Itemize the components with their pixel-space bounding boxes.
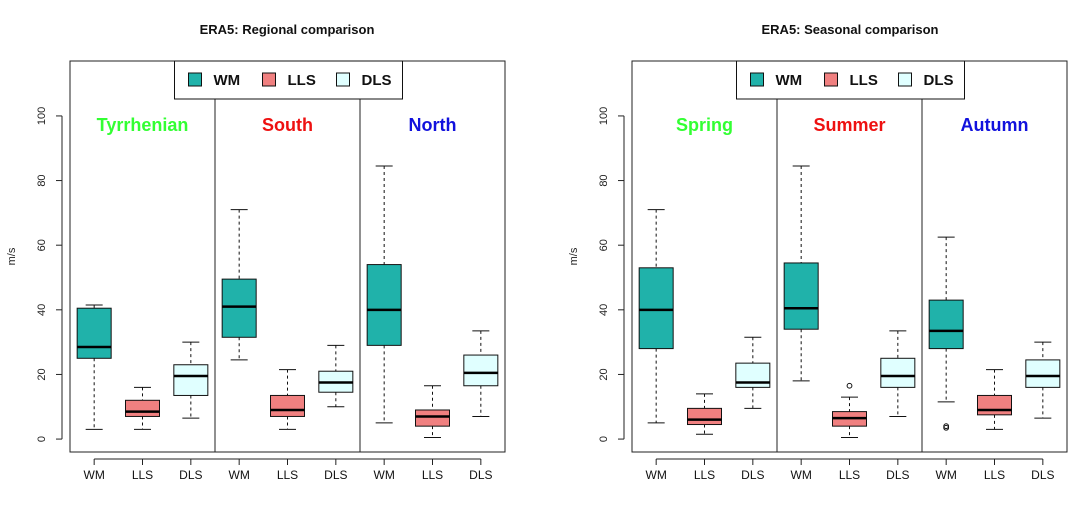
x-category-label: LLS — [132, 468, 153, 482]
outlier-point — [943, 423, 950, 430]
box-iqr — [977, 394, 1012, 416]
group-label: Autumn — [961, 115, 1029, 135]
box-lls — [832, 382, 867, 438]
x-category-label: LLS — [422, 468, 443, 482]
box-iqr — [76, 307, 112, 359]
legend-label: LLS — [850, 72, 878, 89]
box-lls — [270, 369, 305, 430]
box-iqr — [880, 357, 916, 388]
box-wm — [638, 209, 674, 424]
box-wm — [221, 209, 257, 361]
legend-swatch — [188, 72, 202, 87]
legend-swatch — [898, 72, 912, 87]
box-iqr — [928, 299, 964, 350]
box-iqr — [366, 264, 402, 346]
legend: WM LLS DLS — [174, 60, 403, 100]
y-axis-label: m/s — [6, 247, 18, 265]
legend-label: LLS — [288, 72, 316, 89]
box-iqr — [270, 394, 305, 417]
x-category-label: WM — [374, 468, 395, 482]
y-tick-label: 20 — [36, 368, 48, 380]
box-dls — [1025, 341, 1061, 419]
box-iqr — [687, 407, 722, 426]
legend-swatch — [824, 72, 838, 87]
group-label: Spring — [676, 115, 733, 135]
outlier-point — [846, 382, 853, 389]
chart-panel-2: ERA5: Seasonal comparison 0 20 40 60 80 100 m/s… — [568, 22, 1068, 482]
box-iqr — [638, 267, 674, 350]
group-label: Summer — [813, 115, 885, 135]
y-tick-label: 40 — [598, 304, 610, 316]
group-label: South — [262, 115, 313, 135]
box-wm — [928, 236, 964, 431]
y-tick-label: 0 — [598, 436, 610, 442]
group-label: Tyrrhenian — [97, 115, 189, 135]
box-lls — [415, 385, 450, 438]
y-tick-label: 80 — [36, 174, 48, 186]
y-tick-label: 100 — [36, 107, 48, 125]
box-lls — [125, 386, 160, 430]
box-iqr — [415, 409, 450, 427]
box-dls — [318, 344, 354, 408]
x-category-label: DLS — [741, 468, 764, 482]
box-dls — [173, 341, 209, 419]
y-tick-label: 0 — [36, 436, 48, 442]
x-category-label: WM — [646, 468, 667, 482]
y-tick-label: 80 — [598, 174, 610, 186]
x-category-label: LLS — [984, 468, 1005, 482]
y-tick-label: 20 — [598, 368, 610, 380]
group-label: North — [409, 115, 457, 135]
box-wm — [783, 165, 819, 382]
legend-swatch — [262, 72, 276, 87]
legend-label: WM — [776, 72, 803, 89]
legend-label: DLS — [924, 72, 954, 89]
x-category-label: DLS — [324, 468, 347, 482]
box-iqr — [463, 354, 499, 387]
x-category-label: LLS — [694, 468, 715, 482]
box-dls — [735, 336, 771, 409]
legend: WM LLS DLS — [736, 60, 965, 100]
x-category-label: DLS — [179, 468, 202, 482]
x-category-label: LLS — [839, 468, 860, 482]
box-iqr — [783, 262, 819, 330]
x-category-label: WM — [229, 468, 250, 482]
legend-swatch — [750, 72, 764, 87]
x-category-label: WM — [84, 468, 105, 482]
box-lls — [977, 369, 1012, 430]
chart-panel-1: ERA5: Regional comparison 0 20 40 60 80 100 m/s… — [6, 22, 506, 482]
x-category-label: LLS — [277, 468, 298, 482]
y-tick-label: 60 — [36, 239, 48, 251]
y-tick-label: 100 — [598, 107, 610, 125]
x-category-label: WM — [936, 468, 957, 482]
x-category-label: DLS — [1031, 468, 1054, 482]
box-lls — [687, 393, 722, 435]
box-iqr — [221, 278, 257, 338]
box-wm — [366, 165, 402, 424]
x-category-label: DLS — [886, 468, 909, 482]
box-iqr — [173, 364, 209, 396]
legend-box — [174, 60, 403, 100]
box-iqr — [125, 399, 160, 417]
x-category-label: DLS — [469, 468, 492, 482]
y-tick-label: 60 — [598, 239, 610, 251]
legend-label: WM — [214, 72, 241, 89]
box-dls — [463, 330, 499, 417]
legend-box — [736, 60, 965, 100]
box-dls — [880, 330, 916, 417]
legend-swatch — [336, 72, 350, 87]
chart-title: ERA5: Regional comparison — [200, 22, 375, 37]
x-category-label: WM — [791, 468, 812, 482]
box-iqr — [1025, 359, 1061, 388]
box-wm — [76, 304, 112, 430]
chart-title: ERA5: Seasonal comparison — [762, 22, 939, 37]
y-tick-label: 40 — [36, 304, 48, 316]
legend-label: DLS — [362, 72, 392, 89]
y-axis-label: m/s — [568, 247, 580, 265]
